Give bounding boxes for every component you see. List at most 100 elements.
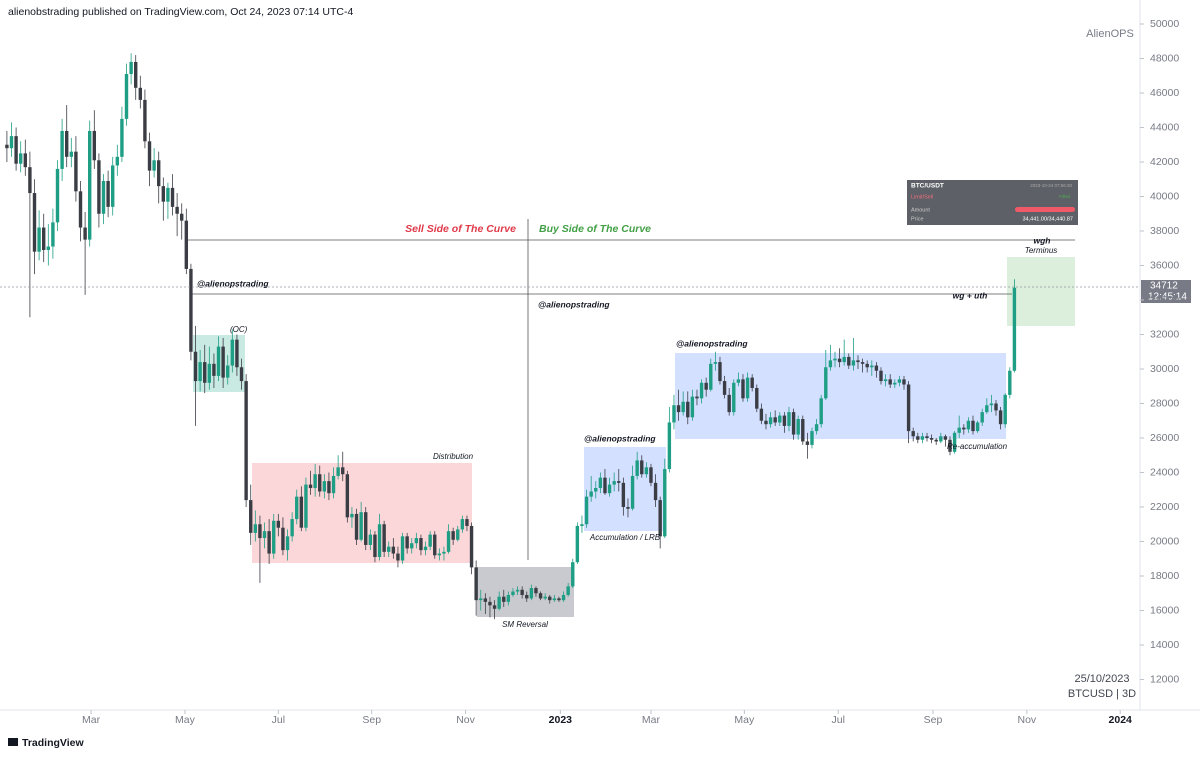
candle-body: [83, 227, 87, 240]
x-tick-label: May: [734, 714, 755, 726]
candle-body: [810, 431, 814, 445]
candle-body: [474, 567, 478, 601]
brand: TradingView: [22, 737, 84, 749]
candle-body: [55, 168, 60, 223]
candle-body: [741, 379, 745, 399]
candle-body: [948, 439, 952, 452]
candle-body: [722, 381, 727, 395]
candle-body: [216, 346, 221, 376]
candle-body: [377, 524, 382, 558]
candle-body: [203, 362, 207, 383]
candle-body: [883, 379, 888, 382]
y-tick-label: 30000: [1150, 363, 1179, 375]
candle-body: [239, 367, 244, 382]
candle-body: [492, 605, 497, 609]
candle-body: [773, 417, 777, 423]
candle-body: [985, 405, 989, 413]
candle-body: [571, 562, 575, 587]
candle-body: [14, 136, 18, 164]
candle-body: [446, 531, 451, 552]
candle-body: [589, 491, 593, 497]
candle-body: [718, 362, 722, 382]
candle-body: [695, 396, 699, 399]
candle-body: [870, 365, 874, 368]
y-tick-label: 24000: [1150, 466, 1179, 478]
candle-body: [322, 481, 327, 492]
y-tick-label: 34000: [1150, 294, 1179, 306]
candle-body: [456, 529, 460, 540]
tag: @alienopstrading: [584, 433, 656, 443]
countdown: 12:45:14: [1148, 292, 1187, 303]
candle-body: [161, 186, 166, 202]
y-tick-label: 48000: [1150, 52, 1179, 64]
candle-body: [308, 484, 313, 489]
candle-body: [19, 153, 23, 164]
candle-body: [893, 382, 897, 385]
candle-body: [120, 118, 124, 157]
y-tick-label: 46000: [1150, 87, 1179, 99]
candle-body: [768, 417, 773, 425]
candle-body: [502, 596, 506, 602]
widget-status: Filled: [1059, 194, 1070, 199]
date-label: 25/10/2023: [1074, 673, 1129, 685]
candle-body: [828, 360, 833, 368]
candle-body: [511, 591, 515, 595]
candle-body: [543, 596, 547, 599]
candle-body: [580, 524, 584, 526]
y-tick-label: 26000: [1150, 432, 1179, 444]
candle-body: [262, 531, 267, 539]
candle-body: [193, 351, 198, 382]
note: Re-accumulation: [947, 442, 1008, 451]
note: (OC): [230, 325, 248, 334]
candle-body: [419, 538, 423, 551]
candle-body: [980, 412, 984, 423]
candle-body: [548, 596, 552, 601]
candle-body: [635, 460, 639, 476]
candle-body: [732, 382, 736, 413]
candle-body: [331, 475, 336, 494]
y-tick-label: 36000: [1150, 259, 1179, 271]
candle-body: [755, 387, 759, 409]
candle-body: [129, 61, 133, 75]
candle-body: [1012, 287, 1017, 371]
candle-body: [704, 382, 708, 390]
candle-body: [212, 363, 216, 376]
candle-body: [483, 598, 488, 602]
x-tick-label: Nov: [456, 714, 475, 726]
candle-body: [74, 151, 78, 192]
candle-body: [124, 74, 129, 119]
order-widget: BTC/USDT 2023-10-24 07:56:30 Limit/Sell …: [907, 180, 1078, 225]
candle-body: [584, 496, 589, 525]
candle-body: [727, 394, 731, 413]
candle-body: [65, 130, 69, 157]
tag: @alienopstrading: [676, 338, 748, 348]
widget-pair: BTC/USDT: [911, 183, 944, 190]
y-tick-label: 50000: [1150, 18, 1179, 30]
candle-body: [138, 87, 143, 100]
note: SM Reversal: [502, 620, 548, 629]
candle-body: [469, 525, 474, 568]
candle-body: [630, 475, 635, 509]
candle-body: [134, 61, 138, 88]
x-tick-label: Sep: [924, 714, 943, 726]
candle-body: [538, 593, 543, 599]
candle-body: [994, 403, 998, 411]
candle-body: [235, 339, 239, 368]
candle-body: [906, 384, 911, 432]
candle-body: [207, 363, 212, 383]
y-tick-label: 18000: [1150, 570, 1179, 582]
candle-body: [387, 546, 391, 552]
candle-body: [791, 412, 796, 435]
candle-body: [451, 531, 455, 540]
candle-body: [226, 365, 230, 378]
candle-body: [644, 467, 649, 475]
candle-body: [152, 160, 156, 171]
note: Terminus: [1025, 246, 1058, 255]
candle-body: [285, 536, 290, 551]
candle-body: [957, 427, 961, 433]
note: wgh: [1034, 235, 1051, 245]
candle-body: [663, 469, 667, 537]
candle-body: [147, 141, 152, 171]
candle-body: [966, 420, 971, 430]
